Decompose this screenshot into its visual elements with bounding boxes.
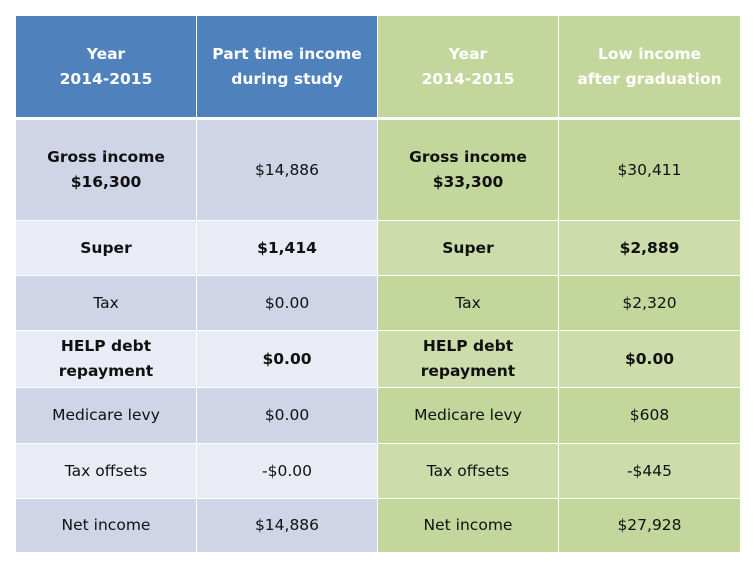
value-study: -$0.00 (196, 443, 378, 499)
value-study: $14,886 (196, 498, 378, 553)
header-text: Part time income (212, 44, 362, 63)
row-label-graduation: Net income (377, 498, 559, 553)
value-graduation: $27,928 (558, 498, 741, 553)
value-graduation: $2,320 (558, 275, 741, 331)
row-label-graduation: Tax (377, 275, 559, 331)
row-label-graduation: Tax offsets (377, 443, 559, 499)
cell-text: repayment (58, 362, 154, 380)
row-label-study: Super (15, 220, 197, 276)
row-label-study: Net income (15, 498, 197, 553)
value-study: $0.00 (196, 387, 378, 444)
header-low-income: Low income after graduation (558, 15, 741, 120)
cell-text: repayment (420, 362, 516, 380)
cell-text: Gross income (47, 148, 165, 166)
header-text: Year (86, 44, 126, 63)
header-text: Low income (597, 44, 702, 63)
row-label-study: Gross income $16,300 (15, 118, 197, 221)
income-comparison-table: Year 2014-2015 Part time income during s… (15, 15, 741, 553)
header-part-time-income: Part time income during study (196, 15, 378, 120)
table-row: Super $1,414 Super $2,889 (15, 220, 741, 276)
header-text: Year (448, 44, 488, 63)
cell-text: HELP debt (60, 337, 152, 355)
row-label-study: Tax offsets (15, 443, 197, 499)
header-row: Year 2014-2015 Part time income during s… (15, 15, 741, 120)
table-row: Gross income $16,300 $14,886 Gross incom… (15, 118, 741, 221)
value-study: $1,414 (196, 220, 378, 276)
row-label-study: Medicare levy (15, 387, 197, 444)
value-graduation: $608 (558, 387, 741, 444)
value-study: $14,886 (196, 118, 378, 221)
row-label-graduation: Gross income $33,300 (377, 118, 559, 221)
cell-text: HELP debt (422, 337, 514, 355)
row-label-graduation: Super (377, 220, 559, 276)
header-year-graduation: Year 2014-2015 (377, 15, 559, 120)
value-graduation: $0.00 (558, 330, 741, 388)
value-graduation: $30,411 (558, 118, 741, 221)
row-label-study: HELP debt repayment (15, 330, 197, 388)
table-row: Net income $14,886 Net income $27,928 (15, 498, 741, 553)
cell-text: $33,300 (432, 173, 504, 191)
table-row: Medicare levy $0.00 Medicare levy $608 (15, 387, 741, 444)
table-row: Tax offsets -$0.00 Tax offsets -$445 (15, 443, 741, 499)
value-study: $0.00 (196, 330, 378, 388)
header-text: 2014-2015 (59, 69, 153, 88)
table-row: Tax $0.00 Tax $2,320 (15, 275, 741, 331)
value-graduation: -$445 (558, 443, 741, 499)
row-label-graduation: HELP debt repayment (377, 330, 559, 388)
cell-text: $16,300 (70, 173, 142, 191)
row-label-study: Tax (15, 275, 197, 331)
cell-text: Gross income (409, 148, 527, 166)
row-label-graduation: Medicare levy (377, 387, 559, 444)
value-graduation: $2,889 (558, 220, 741, 276)
header-text: after graduation (577, 69, 722, 88)
header-text: 2014-2015 (421, 69, 515, 88)
value-study: $0.00 (196, 275, 378, 331)
table-row: HELP debt repayment $0.00 HELP debt repa… (15, 330, 741, 388)
header-text: during study (231, 69, 343, 88)
header-year-study: Year 2014-2015 (15, 15, 197, 120)
